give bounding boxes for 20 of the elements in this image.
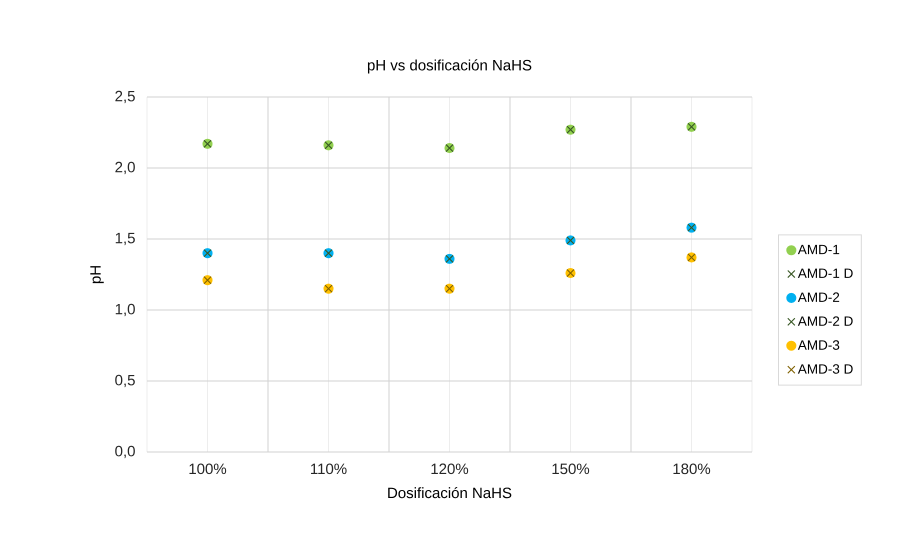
y-tick-label: 2,0 <box>115 162 135 174</box>
legend-label: AMD-2 <box>798 292 840 302</box>
y-tick-label: 2,5 <box>115 90 135 104</box>
legend-label: AMD-2 D <box>798 316 853 326</box>
legend-label: AMD-3 <box>798 340 840 350</box>
y-tick-label: 1,0 <box>116 304 135 316</box>
x-tick-label: 110% <box>311 464 347 474</box>
y-tick-label: 0,5 <box>115 374 135 388</box>
x-tick-label: 120% <box>431 464 468 474</box>
x-tick-label: 150% <box>552 464 590 474</box>
x-axis-title: Dosificación NaHS <box>388 487 512 498</box>
y-tick-label: 0,0 <box>115 446 135 458</box>
chart-title: pH vs dosificación NaHS <box>368 59 532 74</box>
y-tick-label: 1,5 <box>116 232 135 246</box>
x-tick-label: 180% <box>673 464 710 474</box>
legend-label: AMD-1 <box>798 244 840 254</box>
legend-label: AMD-3 D <box>798 364 853 374</box>
legend-label: AMD-1 D <box>798 268 853 278</box>
x-tick-label: 100% <box>189 464 226 474</box>
y-axis-title: pH <box>90 266 104 284</box>
